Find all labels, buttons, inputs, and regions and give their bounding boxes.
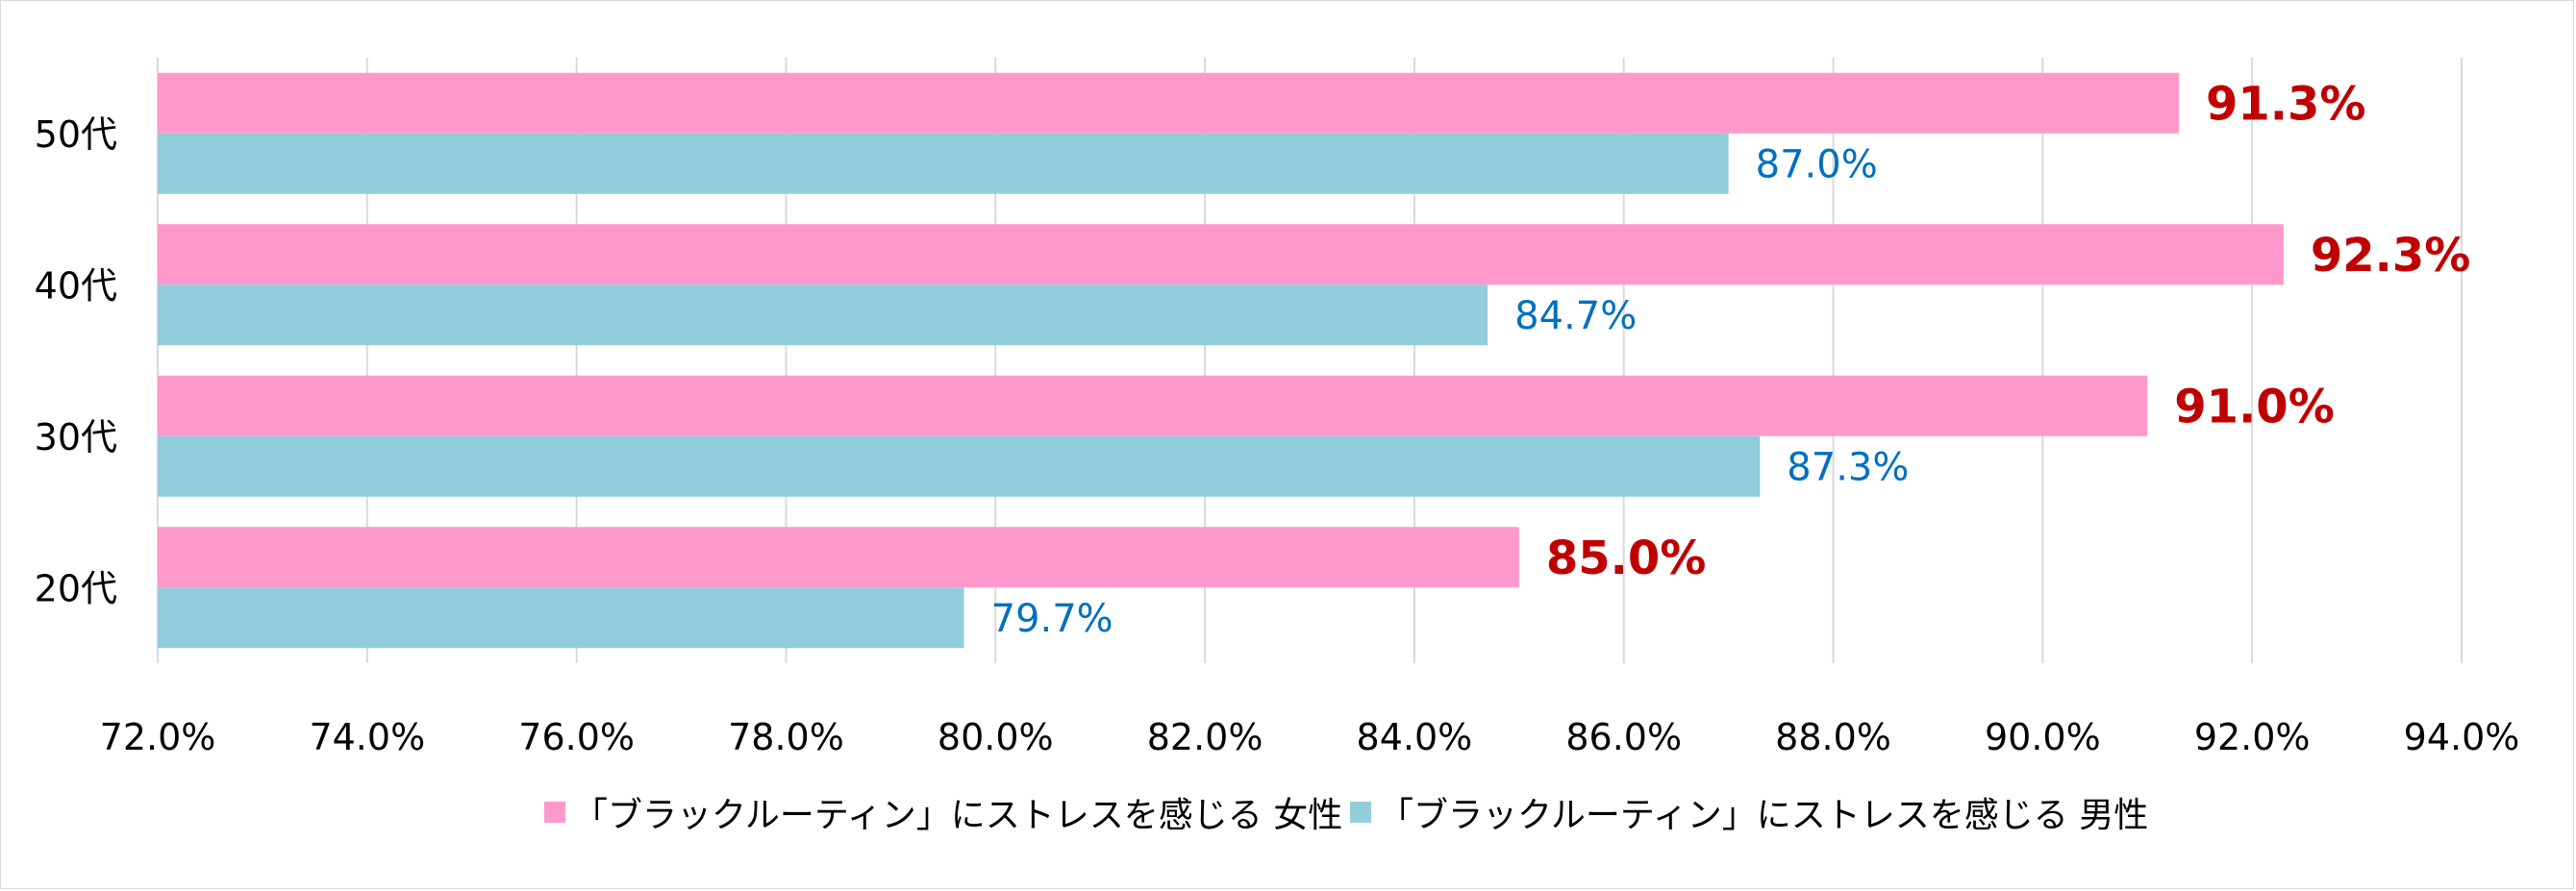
bar-female-0 <box>158 72 2179 134</box>
bar-female-2 <box>158 375 2148 436</box>
x-tick-label: 78.0% <box>728 716 844 758</box>
bar-male-0 <box>158 133 1729 194</box>
bar-male-1 <box>158 285 1488 346</box>
legend-label-0: 「ブラックルーティン」にストレスを感じる 女性 <box>573 796 1342 835</box>
data-label-male-0: 87.0% <box>1756 142 1878 186</box>
x-tick-label: 94.0% <box>2404 716 2520 758</box>
bar-female-3 <box>158 527 1519 588</box>
bars <box>158 72 2284 649</box>
x-tick-label: 72.0% <box>100 716 216 758</box>
x-tick-label: 82.0% <box>1147 716 1263 758</box>
bar-male-2 <box>158 435 1761 497</box>
data-label-female-2: 91.0% <box>2174 380 2335 433</box>
legend-swatch-1 <box>1350 802 1371 823</box>
data-label-female-0: 91.3% <box>2206 77 2366 131</box>
data-label-female-1: 92.3% <box>2311 229 2471 283</box>
legend: 「ブラックルーティン」にストレスを感じる 女性 「ブラックルーティン」にストレスを… <box>544 796 2148 835</box>
x-tick-label: 90.0% <box>1985 716 2101 758</box>
x-tick-label: 74.0% <box>309 716 425 758</box>
data-label-male-2: 87.3% <box>1787 445 1909 489</box>
y-category-label: 40代 <box>35 264 117 307</box>
x-tick-label: 92.0% <box>2194 716 2311 758</box>
y-category-label: 30代 <box>35 416 117 458</box>
legend-swatch-0 <box>544 802 565 823</box>
data-label-female-3: 85.0% <box>1546 532 1707 585</box>
y-axis-categories: 50代 40代 30代 20代 <box>35 113 117 610</box>
x-tick-label: 88.0% <box>1775 716 1891 758</box>
data-label-male-3: 79.7% <box>991 597 1113 641</box>
x-tick-label: 86.0% <box>1565 716 1682 758</box>
y-category-label: 50代 <box>35 113 117 156</box>
bar-female-1 <box>158 224 2284 285</box>
legend-label-1: 「ブラックルーティン」にストレスを感じる 男性 <box>1379 796 2148 835</box>
data-labels: 91.3% 87.0% 92.3% 84.7% 91.0% 87.3% 85.0% 79.7% <box>991 77 2471 641</box>
x-tick-label: 84.0% <box>1357 716 1473 758</box>
x-tick-label: 80.0% <box>938 716 1054 758</box>
data-label-male-1: 84.7% <box>1514 294 1637 338</box>
y-category-label: 20代 <box>35 567 117 609</box>
x-axis-ticks: 72.0% 74.0% 76.0% 78.0% 80.0% 82.0% 84.0% 86.0%… <box>100 716 2520 758</box>
bar-male-3 <box>158 587 964 649</box>
x-tick-label: 76.0% <box>518 716 635 758</box>
